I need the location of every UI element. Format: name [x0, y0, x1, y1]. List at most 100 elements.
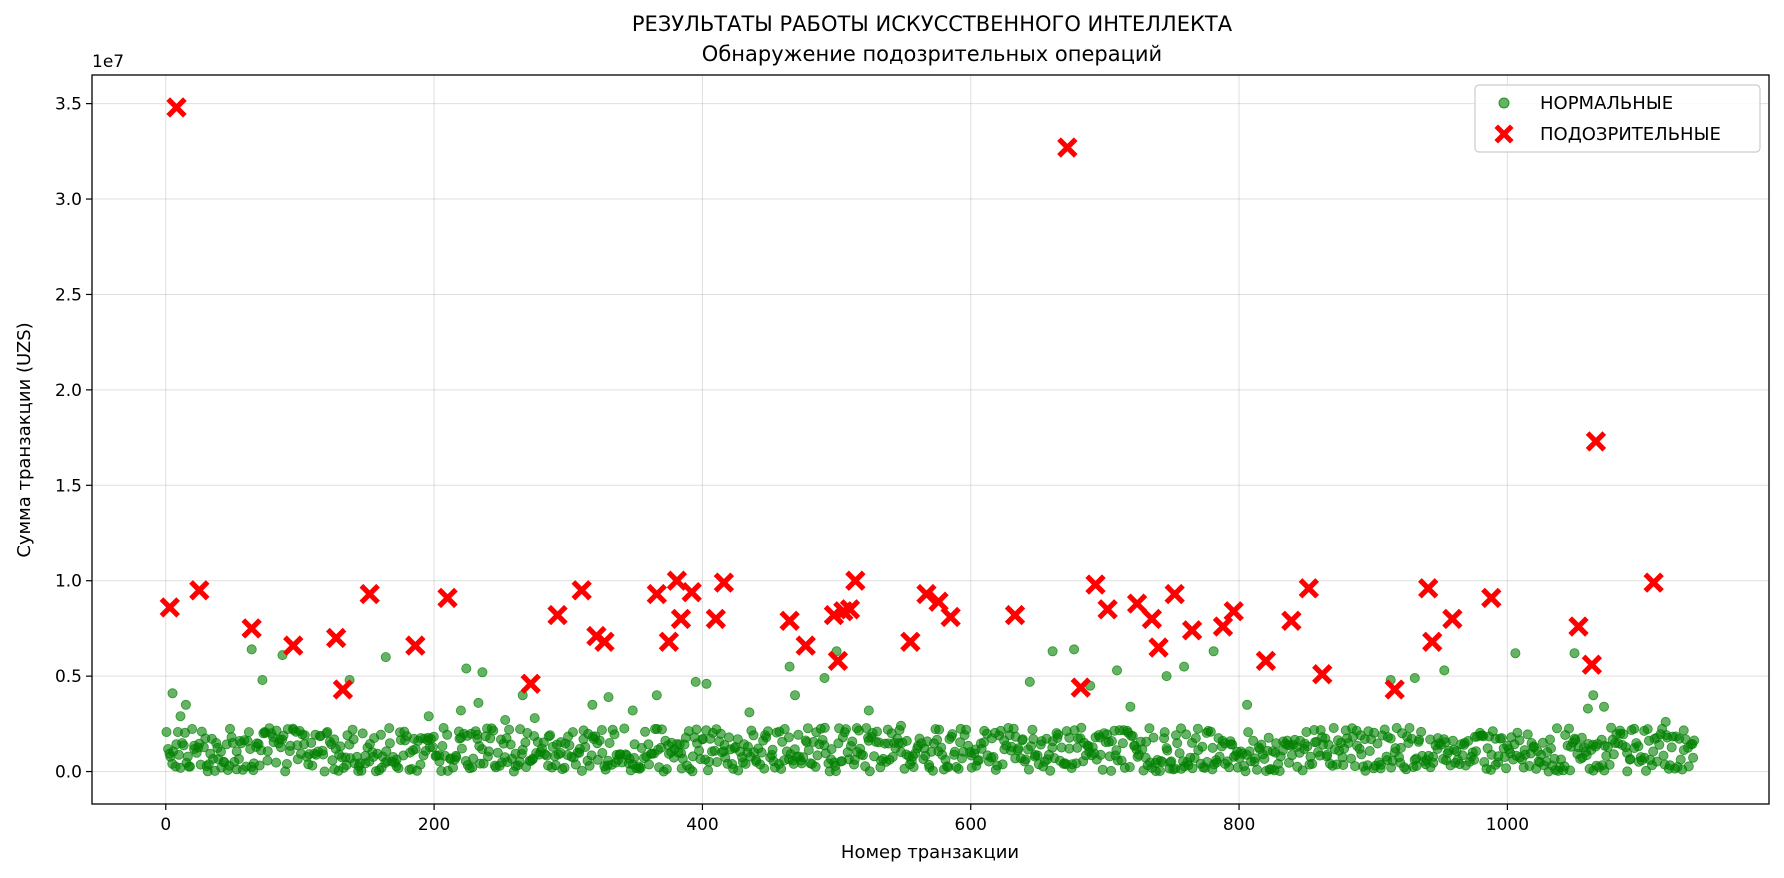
normal-point	[348, 734, 359, 745]
normal-point	[826, 744, 837, 755]
normal-point	[1683, 761, 1694, 772]
normal-point	[798, 752, 809, 763]
suspicious-point	[1568, 616, 1589, 637]
normal-point	[375, 729, 386, 740]
suspicious-point	[1281, 610, 1302, 631]
suspicious-point	[916, 583, 937, 605]
y-tick-label: 2.5	[55, 285, 82, 305]
chart-title: РЕЗУЛЬТАТЫ РАБОТЫ ИСКУССТВЕННОГО ИНТЕЛЛЕ…	[632, 12, 1233, 36]
normal-point	[529, 713, 540, 724]
normal-point	[1274, 766, 1285, 777]
normal-point	[1244, 746, 1255, 757]
normal-point	[779, 724, 790, 735]
suspicious-point	[1057, 137, 1078, 158]
normal-point	[1172, 738, 1183, 749]
suspicious-point	[1085, 574, 1106, 595]
normal-point	[393, 763, 404, 774]
y-tick-label: 1.0	[55, 572, 82, 592]
normal-point	[864, 766, 875, 777]
normal-point	[1161, 671, 1172, 682]
suspicious-point	[405, 635, 426, 656]
normal-point	[488, 725, 499, 736]
normal-point	[357, 728, 368, 739]
suspicious-point	[681, 581, 702, 603]
y-axis-label: Сумма транзакции (UZS)	[14, 322, 35, 557]
normal-point	[1252, 764, 1263, 775]
normal-point	[1496, 733, 1507, 744]
x-tick-label: 0	[160, 815, 171, 835]
normal-point	[1053, 729, 1064, 740]
normal-point	[564, 740, 575, 751]
normal-point	[1658, 750, 1669, 761]
suspicious-point	[1004, 604, 1026, 626]
normal-point	[1428, 757, 1439, 768]
normal-point	[841, 724, 852, 735]
normal-point	[1416, 726, 1427, 737]
normal-point	[894, 725, 905, 736]
normal-point	[901, 735, 912, 746]
normal-point	[978, 737, 989, 748]
normal-point	[1017, 734, 1028, 745]
normal-point	[1582, 703, 1593, 714]
normal-point	[1111, 745, 1122, 756]
normal-point	[1666, 742, 1677, 753]
normal-point	[1633, 741, 1644, 752]
suspicious-point	[940, 606, 961, 628]
normal-point	[1256, 739, 1267, 750]
normal-point	[1076, 722, 1087, 733]
suspicious-point	[1148, 637, 1169, 658]
normal-point	[973, 755, 984, 766]
normal-point	[1144, 723, 1155, 734]
normal-point	[1027, 724, 1038, 735]
normal-point	[997, 759, 1008, 770]
normal-point	[733, 765, 744, 776]
normal-point	[744, 707, 755, 718]
normal-point	[703, 765, 714, 776]
normal-point	[961, 724, 972, 735]
y-axis-ticks: 0.0 0.5 1.0 1.5 2.0 2.5 3.0 3.5	[55, 95, 92, 783]
normal-point	[715, 728, 726, 739]
suspicious-point	[795, 635, 816, 656]
normal-point	[763, 726, 774, 737]
suspicious-points	[159, 97, 1664, 700]
normal-point	[306, 737, 317, 748]
normal-point	[451, 752, 462, 763]
normal-point	[1322, 749, 1333, 760]
normal-point	[281, 759, 292, 770]
normal-point	[461, 663, 472, 674]
normal-point	[254, 760, 265, 771]
normal-point	[783, 732, 794, 743]
normal-point	[246, 644, 257, 655]
normal-point	[810, 761, 821, 772]
normal-point	[1227, 739, 1238, 750]
normal-point	[635, 762, 646, 773]
normal-point	[545, 730, 556, 741]
normal-point	[299, 730, 310, 741]
suspicious-point	[1126, 593, 1148, 614]
normal-point	[1240, 766, 1251, 777]
normal-point	[1457, 750, 1468, 761]
normal-point	[932, 734, 943, 745]
normal-point	[178, 740, 189, 751]
normal-point	[1181, 729, 1192, 740]
normal-point	[1106, 765, 1117, 776]
normal-point	[1190, 733, 1201, 744]
normal-point	[847, 736, 858, 747]
x-tick-label: 400	[686, 815, 718, 835]
normal-point	[182, 751, 193, 762]
normal-point	[742, 741, 753, 752]
normal-point	[790, 690, 801, 701]
suspicious-point	[839, 599, 861, 620]
normal-point	[1545, 734, 1556, 745]
normal-point	[1263, 732, 1274, 743]
normal-point	[262, 755, 273, 766]
normal-point	[580, 742, 591, 753]
normal-point	[477, 667, 488, 678]
normal-point	[224, 723, 235, 734]
normal-point	[455, 705, 466, 716]
normal-point	[257, 675, 268, 686]
normal-point	[1047, 646, 1058, 657]
normal-point	[908, 762, 919, 773]
normal-point	[1187, 763, 1198, 774]
